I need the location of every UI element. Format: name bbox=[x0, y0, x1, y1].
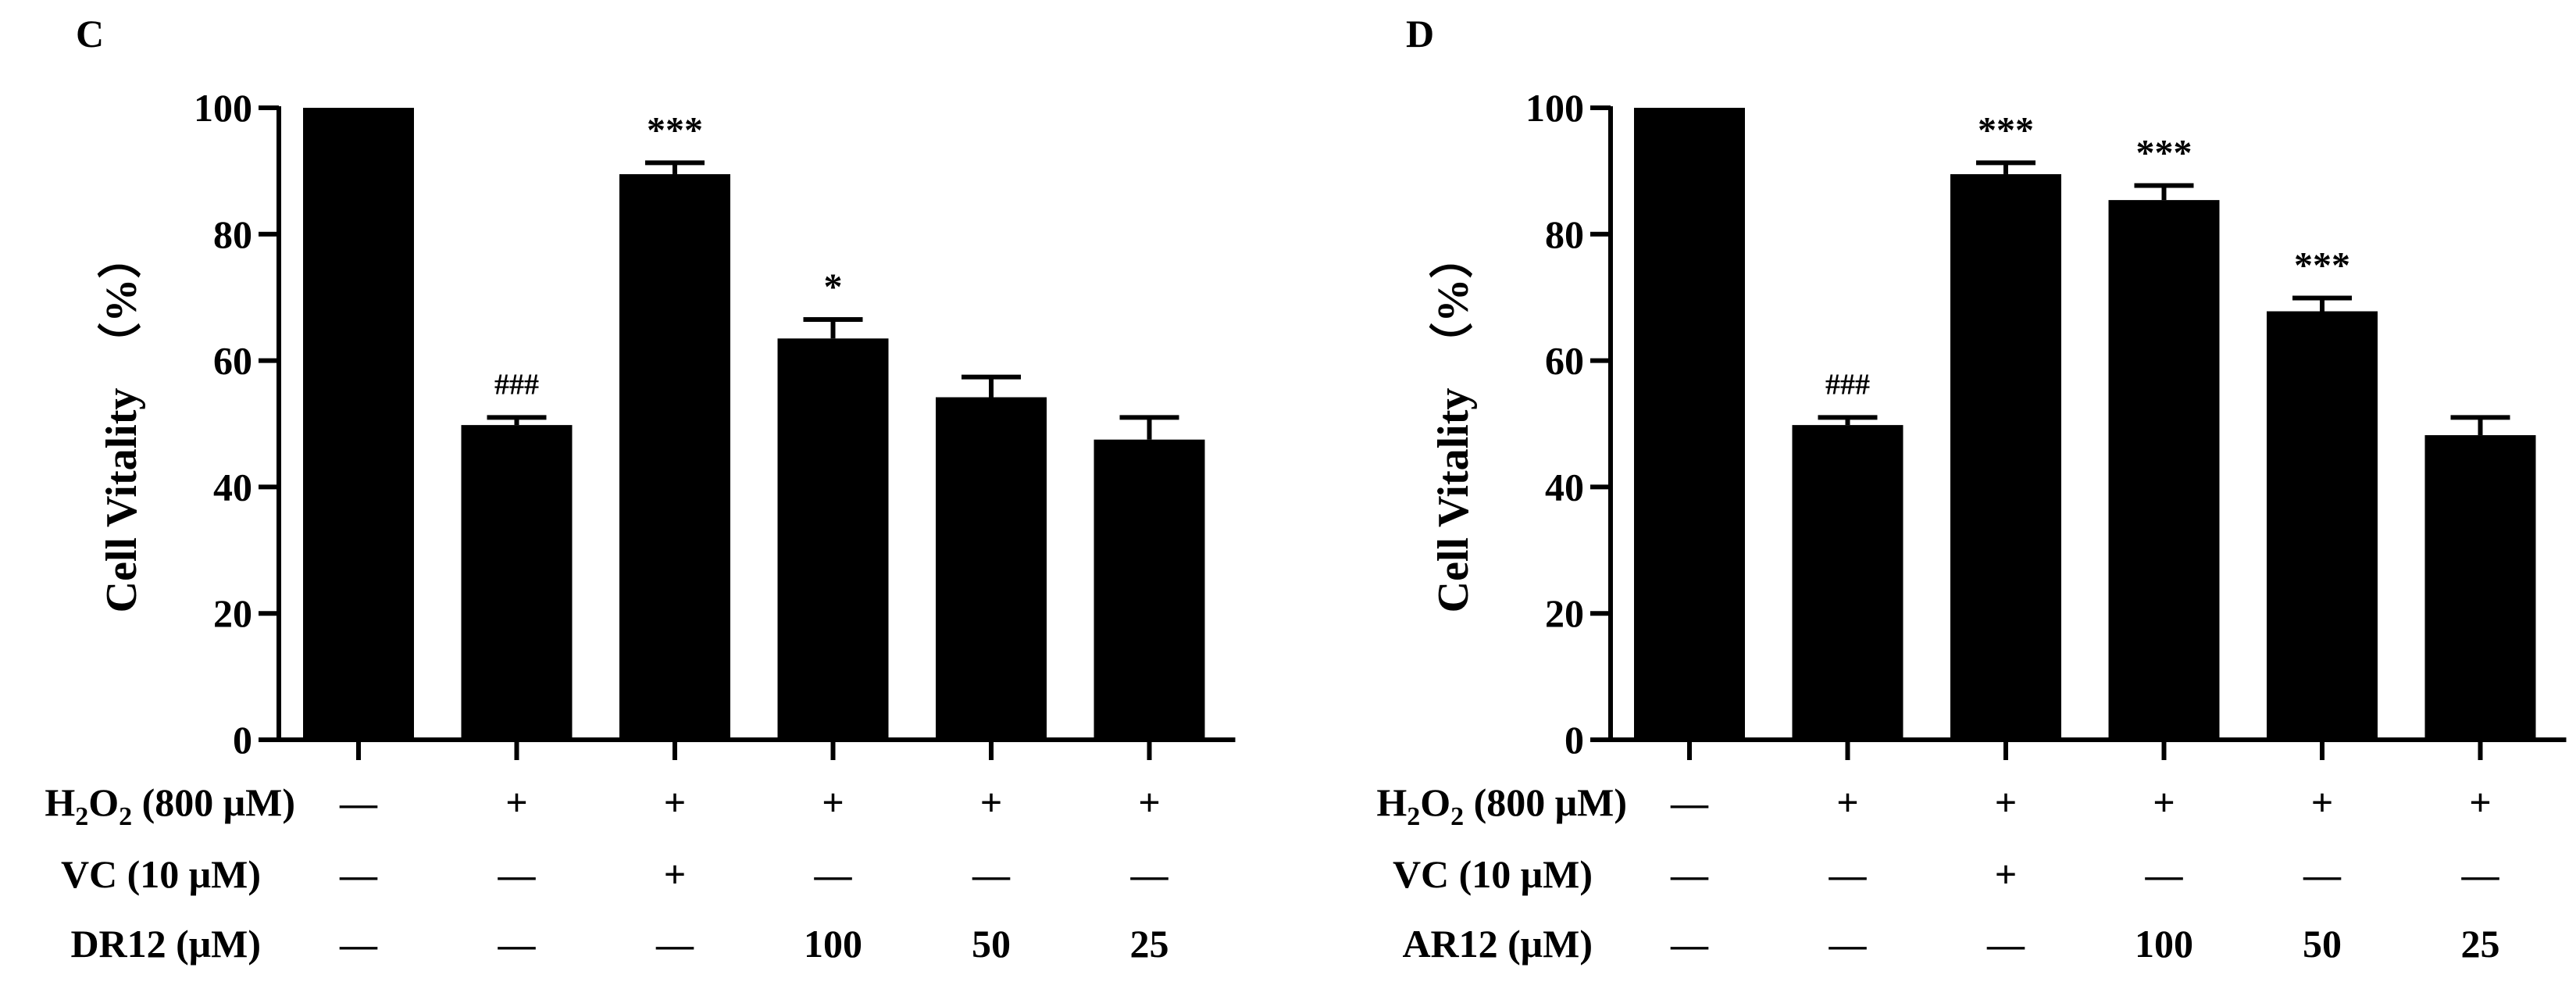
bar bbox=[1950, 173, 2061, 740]
y-axis-label: Cell Vitality （%） bbox=[97, 235, 146, 613]
condition-label-part: O bbox=[1420, 780, 1450, 824]
panel-label: D bbox=[1406, 12, 1434, 55]
y-tick-label: 100 bbox=[194, 86, 252, 130]
significance-star: *** bbox=[2136, 133, 2192, 174]
condition-value: + bbox=[1995, 780, 2018, 824]
significance-star: *** bbox=[1978, 109, 2034, 151]
condition-label-part: H bbox=[45, 780, 75, 824]
condition-label-part: H bbox=[1376, 780, 1407, 824]
condition-value: — bbox=[2303, 855, 2342, 896]
y-tick-label: 100 bbox=[1525, 86, 1584, 130]
condition-value: + bbox=[2469, 780, 2492, 824]
condition-value: — bbox=[498, 855, 537, 896]
condition-value: 100 bbox=[804, 922, 862, 966]
condition-label-part: O bbox=[88, 780, 119, 824]
bar bbox=[2424, 435, 2536, 740]
significance-hash: ### bbox=[1825, 368, 1870, 401]
y-tick-label: 80 bbox=[213, 212, 252, 256]
panel-c: C Cell Vitality （%） 0 20 40 60 80 100 — — — ### + — — *… bbox=[45, 12, 1236, 966]
condition-value: — bbox=[2461, 855, 2500, 896]
y-tick-label: 0 bbox=[1565, 718, 1584, 762]
condition-value: + bbox=[1995, 852, 2018, 896]
condition-label-part: 2 bbox=[119, 802, 132, 831]
condition-label-part: 2 bbox=[75, 802, 88, 831]
condition-value: — bbox=[2145, 855, 2184, 896]
condition-value: — bbox=[498, 924, 537, 966]
bar bbox=[1792, 425, 1903, 740]
y-axis-label: Cell Vitality （%） bbox=[1429, 235, 1478, 613]
condition-label: VC (10 μM) bbox=[61, 852, 261, 896]
condition-value: + bbox=[980, 780, 1003, 824]
bar bbox=[619, 173, 730, 740]
y-tick-label: 20 bbox=[1545, 591, 1584, 635]
condition-value: 50 bbox=[2303, 922, 2342, 966]
condition-label: VC (10 μM) bbox=[1393, 852, 1593, 896]
condition-value: — bbox=[1829, 924, 1868, 966]
bar bbox=[303, 108, 414, 740]
condition-label: DR12 (μM) bbox=[70, 922, 261, 966]
bar bbox=[936, 397, 1047, 740]
condition-value: 50 bbox=[972, 922, 1011, 966]
bar bbox=[1634, 108, 1745, 740]
condition-label-h2o2: H2O2 (800 μM) bbox=[1376, 780, 1627, 831]
condition-value: — bbox=[1829, 855, 1868, 896]
y-tick-label: 60 bbox=[1545, 339, 1584, 383]
condition-value: + bbox=[664, 852, 687, 896]
condition-value: — bbox=[655, 924, 694, 966]
condition-value: — bbox=[1670, 783, 1709, 824]
condition-value: — bbox=[1986, 924, 2025, 966]
bar bbox=[2108, 200, 2220, 740]
condition-label-part: (800 μM) bbox=[1464, 780, 1627, 824]
significance-hash: ### bbox=[494, 368, 539, 401]
condition-value: 100 bbox=[2135, 922, 2193, 966]
y-tick-label: 60 bbox=[213, 339, 252, 383]
condition-value: + bbox=[1836, 780, 1859, 824]
y-tick-label: 20 bbox=[213, 591, 252, 635]
y-tick-label: 40 bbox=[213, 465, 252, 509]
condition-value: 25 bbox=[2461, 922, 2500, 966]
condition-label-part: (800 μM) bbox=[132, 780, 295, 824]
condition-label-h2o2: H2O2 (800 μM) bbox=[45, 780, 295, 831]
condition-value: — bbox=[1670, 924, 1709, 966]
condition-value: — bbox=[339, 783, 378, 824]
bar bbox=[1094, 439, 1205, 740]
condition-value: — bbox=[339, 855, 378, 896]
y-tick-label: 40 bbox=[1545, 465, 1584, 509]
condition-value: — bbox=[1670, 855, 1709, 896]
panel-d: D Cell Vitality （%） 0 20 40 60 80 100 — — — ### + — — *… bbox=[1376, 12, 2567, 966]
condition-value: + bbox=[2153, 780, 2175, 824]
condition-value: — bbox=[814, 855, 853, 896]
condition-value: — bbox=[1130, 855, 1169, 896]
y-tick-label: 0 bbox=[233, 718, 252, 762]
bar bbox=[777, 338, 889, 740]
panel-label: C bbox=[76, 12, 104, 55]
significance-star: *** bbox=[2294, 245, 2350, 287]
condition-label-part: 2 bbox=[1407, 802, 1420, 831]
condition-label: AR12 (μM) bbox=[1402, 922, 1593, 966]
condition-value: — bbox=[972, 855, 1011, 896]
condition-value: + bbox=[664, 780, 687, 824]
significance-star: * bbox=[824, 266, 843, 308]
significance-star: *** bbox=[647, 109, 703, 151]
condition-label-part: 2 bbox=[1450, 802, 1464, 831]
y-tick-label: 80 bbox=[1545, 212, 1584, 256]
condition-value: — bbox=[339, 924, 378, 966]
condition-value: 25 bbox=[1130, 922, 1169, 966]
bar bbox=[461, 425, 573, 740]
condition-value: + bbox=[2311, 780, 2334, 824]
condition-value: + bbox=[505, 780, 528, 824]
condition-value: + bbox=[1138, 780, 1161, 824]
condition-value: + bbox=[822, 780, 844, 824]
bar bbox=[2267, 311, 2378, 740]
